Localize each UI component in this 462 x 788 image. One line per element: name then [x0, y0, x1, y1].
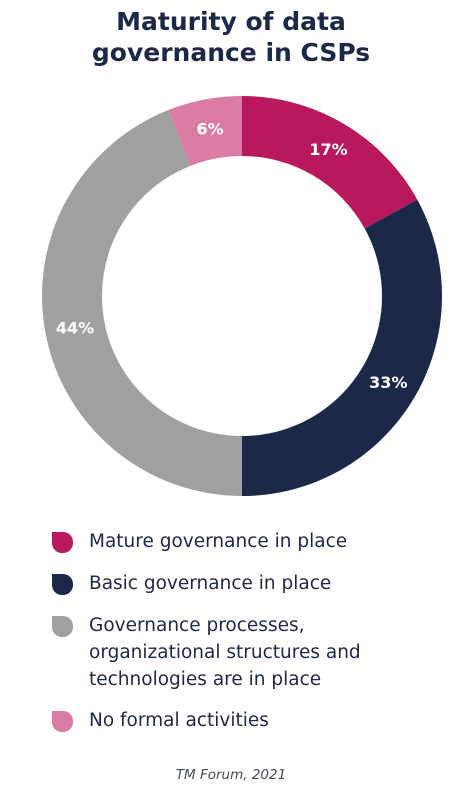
donut-slice-no-formal [168, 96, 242, 166]
legend-label-basic: Basic governance in place [89, 570, 331, 597]
slice-label-mature: 17% [309, 140, 347, 159]
legend-item-basic: Basic governance in place [52, 570, 442, 597]
legend-label-no-formal-line-1: No formal activities [89, 710, 269, 731]
legend-label-processes-line-1: Governance processes, [89, 615, 305, 636]
chart-legend: Mature governance in place Basic governa… [52, 528, 442, 749]
legend-swatch-mature [52, 532, 73, 553]
slice-label-basic: 33% [369, 373, 407, 392]
chart-title-line-2: governance in CSPs [91, 38, 371, 67]
donut-chart: 17% 33% 44% 6% [41, 96, 442, 496]
legend-item-no-formal: No formal activities [52, 707, 442, 734]
legend-label-processes-line-3: technologies are in place [89, 669, 322, 690]
legend-label-mature-line-1: Mature governance in place [89, 531, 348, 552]
slice-label-processes: 44% [56, 318, 94, 337]
legend-swatch-no-formal [52, 711, 73, 732]
legend-swatch-processes [52, 616, 73, 637]
legend-item-processes: Governance processes, organizational str… [52, 612, 442, 693]
legend-label-basic-line-1: Basic governance in place [89, 573, 332, 594]
donut-slice-processes [41, 110, 243, 496]
donut-slice-basic [242, 199, 442, 496]
legend-label-no-formal: No formal activities [89, 707, 269, 734]
legend-label-processes: Governance processes, organizational str… [89, 612, 361, 693]
legend-item-mature: Mature governance in place [52, 528, 442, 555]
source-note: TM Forum, 2021 [175, 767, 287, 783]
legend-swatch-basic [52, 574, 73, 595]
legend-label-mature: Mature governance in place [89, 528, 347, 555]
slice-label-no-formal: 6% [197, 120, 224, 139]
chart-title: Maturity of data governance in CSPs [0, 6, 462, 68]
donut-slice-mature [242, 96, 418, 229]
chart-title-line-1: Maturity of data [116, 7, 346, 36]
legend-label-processes-line-2: organizational structures and [89, 642, 361, 663]
